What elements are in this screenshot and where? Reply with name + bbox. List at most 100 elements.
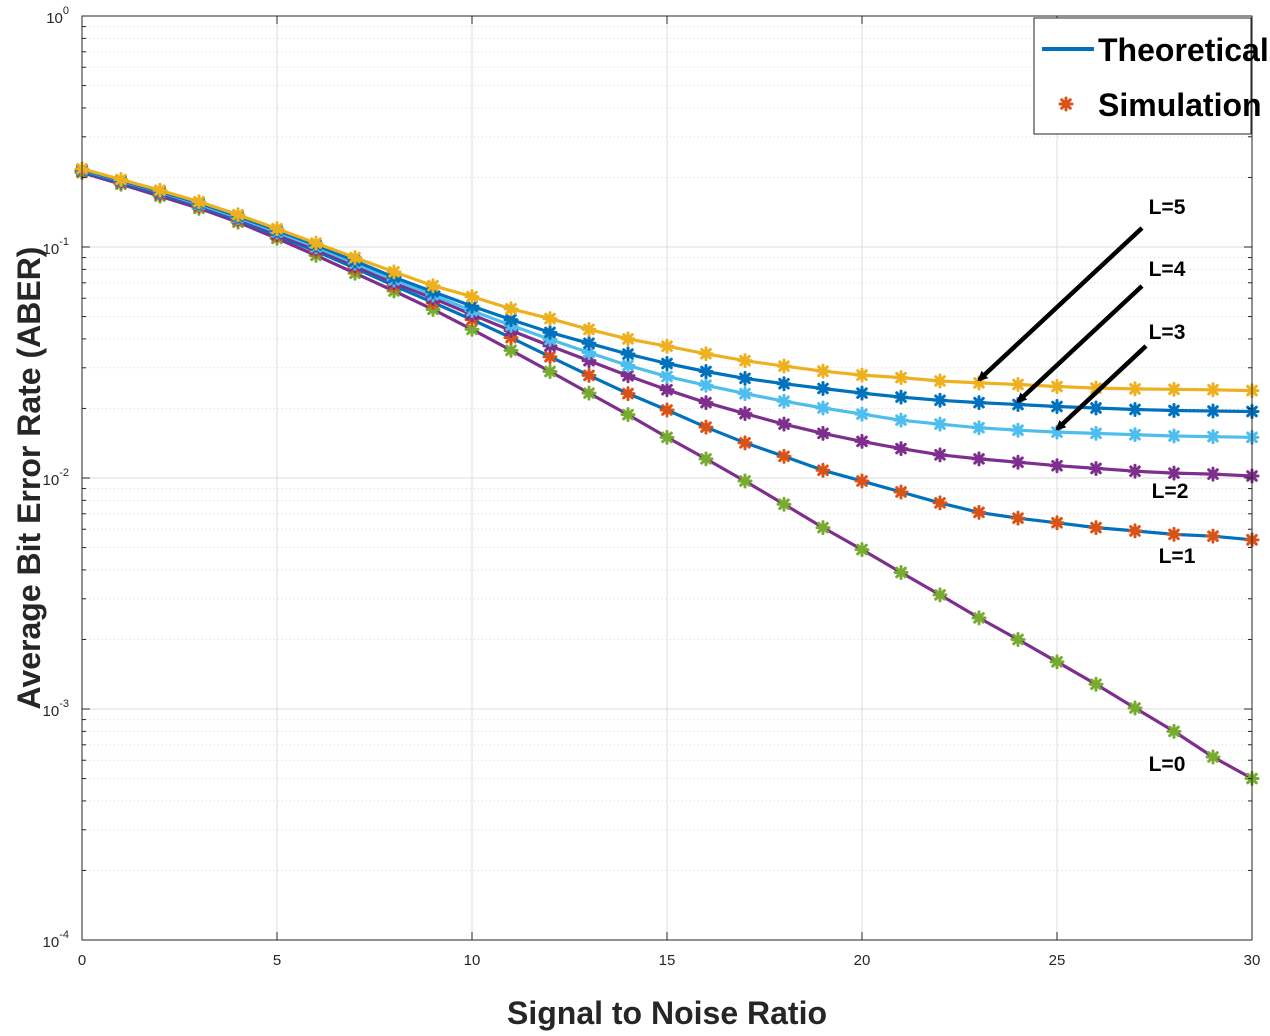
- x-tick-label: 0: [78, 952, 86, 969]
- simulation-point: [1205, 749, 1221, 765]
- simulation-point: [1205, 429, 1221, 445]
- simulation-point: [620, 386, 636, 402]
- legend-marker-swatch: [1058, 96, 1074, 112]
- simulation-point: [1166, 723, 1182, 739]
- simulation-point: [893, 412, 909, 428]
- simulation-point: [698, 364, 714, 380]
- simulation-point: [1049, 654, 1065, 670]
- simulation-point: [1010, 631, 1026, 647]
- simulation-point: [698, 395, 714, 411]
- x-tick-label: 30: [1244, 952, 1261, 969]
- simulation-point: [893, 389, 909, 405]
- simulation-point: [893, 484, 909, 500]
- simulation-point: [659, 402, 675, 418]
- x-tick-label: 10: [464, 952, 481, 969]
- simulation-point: [386, 264, 402, 280]
- simulation-point: [971, 420, 987, 436]
- simulation-point: [659, 369, 675, 385]
- simulation-point: [776, 448, 792, 464]
- simulation-point: [971, 504, 987, 520]
- simulation-point: [1088, 400, 1104, 416]
- simulation-point: [815, 520, 831, 536]
- simulation-point: [1127, 700, 1143, 716]
- simulation-point: [776, 358, 792, 374]
- simulation-point: [698, 346, 714, 362]
- simulation-point: [230, 207, 246, 223]
- simulation-point: [347, 250, 363, 266]
- simulation-point: [932, 495, 948, 511]
- simulation-point: [1166, 428, 1182, 444]
- simulation-point: [1010, 376, 1026, 392]
- simulation-point: [620, 331, 636, 347]
- simulation-point: [1127, 427, 1143, 443]
- simulation-point: [971, 451, 987, 467]
- simulation-point: [1205, 403, 1221, 419]
- simulation-point: [854, 473, 870, 489]
- simulation-point: [815, 400, 831, 416]
- simulation-point: [1127, 401, 1143, 417]
- x-axis-ticks: 0 5 10 15 20 25 30: [78, 16, 1261, 969]
- simulation-point: [191, 194, 207, 210]
- simulation-point: [854, 385, 870, 401]
- y-tick-label: 10-4: [43, 929, 69, 951]
- simulation-point: [932, 587, 948, 603]
- simulation-point: [737, 370, 753, 386]
- simulation-point: [737, 406, 753, 422]
- simulation-point: [1088, 460, 1104, 476]
- simulation-point: [308, 235, 324, 251]
- annotation-label: L=1: [1159, 545, 1196, 568]
- simulation-point: [659, 382, 675, 398]
- simulation-point: [1088, 380, 1104, 396]
- annotation-label: L=0: [1149, 753, 1186, 776]
- simulation-point: [1166, 526, 1182, 542]
- simulation-point: [815, 363, 831, 379]
- simulation-point: [932, 416, 948, 432]
- simulation-point: [659, 429, 675, 445]
- x-tick-label: 15: [659, 952, 676, 969]
- legend-label: Simulation: [1098, 87, 1262, 123]
- simulation-point: [425, 278, 441, 294]
- simulation-point: [932, 373, 948, 389]
- simulation-point: [815, 425, 831, 441]
- simulation-point: [1049, 424, 1065, 440]
- legend-box: [1033, 17, 1252, 135]
- simulation-point: [854, 367, 870, 383]
- simulation-point: [1049, 515, 1065, 531]
- simulation-point: [659, 338, 675, 354]
- annotation-label: L=2: [1152, 480, 1189, 503]
- x-tick-label: 5: [273, 952, 281, 969]
- annotation-label: L=4: [1149, 258, 1186, 281]
- simulation-point: [854, 542, 870, 558]
- simulation-point: [620, 407, 636, 423]
- simulation-point: [893, 370, 909, 386]
- annotation-arrow: [1016, 284, 1144, 404]
- simulation-point: [542, 349, 558, 365]
- simulation-point: [542, 311, 558, 327]
- simulation-point: [1166, 381, 1182, 397]
- x-tick-label: 25: [1049, 952, 1066, 969]
- y-tick-label: 10-2: [43, 467, 69, 489]
- x-tick-label: 20: [854, 952, 871, 969]
- simulation-point: [971, 610, 987, 626]
- simulation-point: [1205, 466, 1221, 482]
- simulation-point: [1010, 510, 1026, 526]
- simulation-point: [659, 356, 675, 372]
- simulation-point: [464, 321, 480, 337]
- simulation-point: [581, 335, 597, 351]
- simulation-point: [932, 447, 948, 463]
- simulation-point: [1166, 465, 1182, 481]
- legend-label: Theoretical: [1098, 32, 1269, 68]
- simulation-point: [1049, 378, 1065, 394]
- simulation-point: [1088, 425, 1104, 441]
- simulation-point: [1127, 463, 1143, 479]
- simulation-point: [737, 386, 753, 402]
- simulation-point: [581, 353, 597, 369]
- x-axis-title: Signal to Noise Ratio: [507, 995, 827, 1031]
- simulation-point: [776, 496, 792, 512]
- annotation-arrow: [977, 226, 1144, 382]
- simulation-point: [698, 419, 714, 435]
- simulation-point: [581, 385, 597, 401]
- simulation-point: [581, 367, 597, 383]
- simulation-point: [503, 342, 519, 358]
